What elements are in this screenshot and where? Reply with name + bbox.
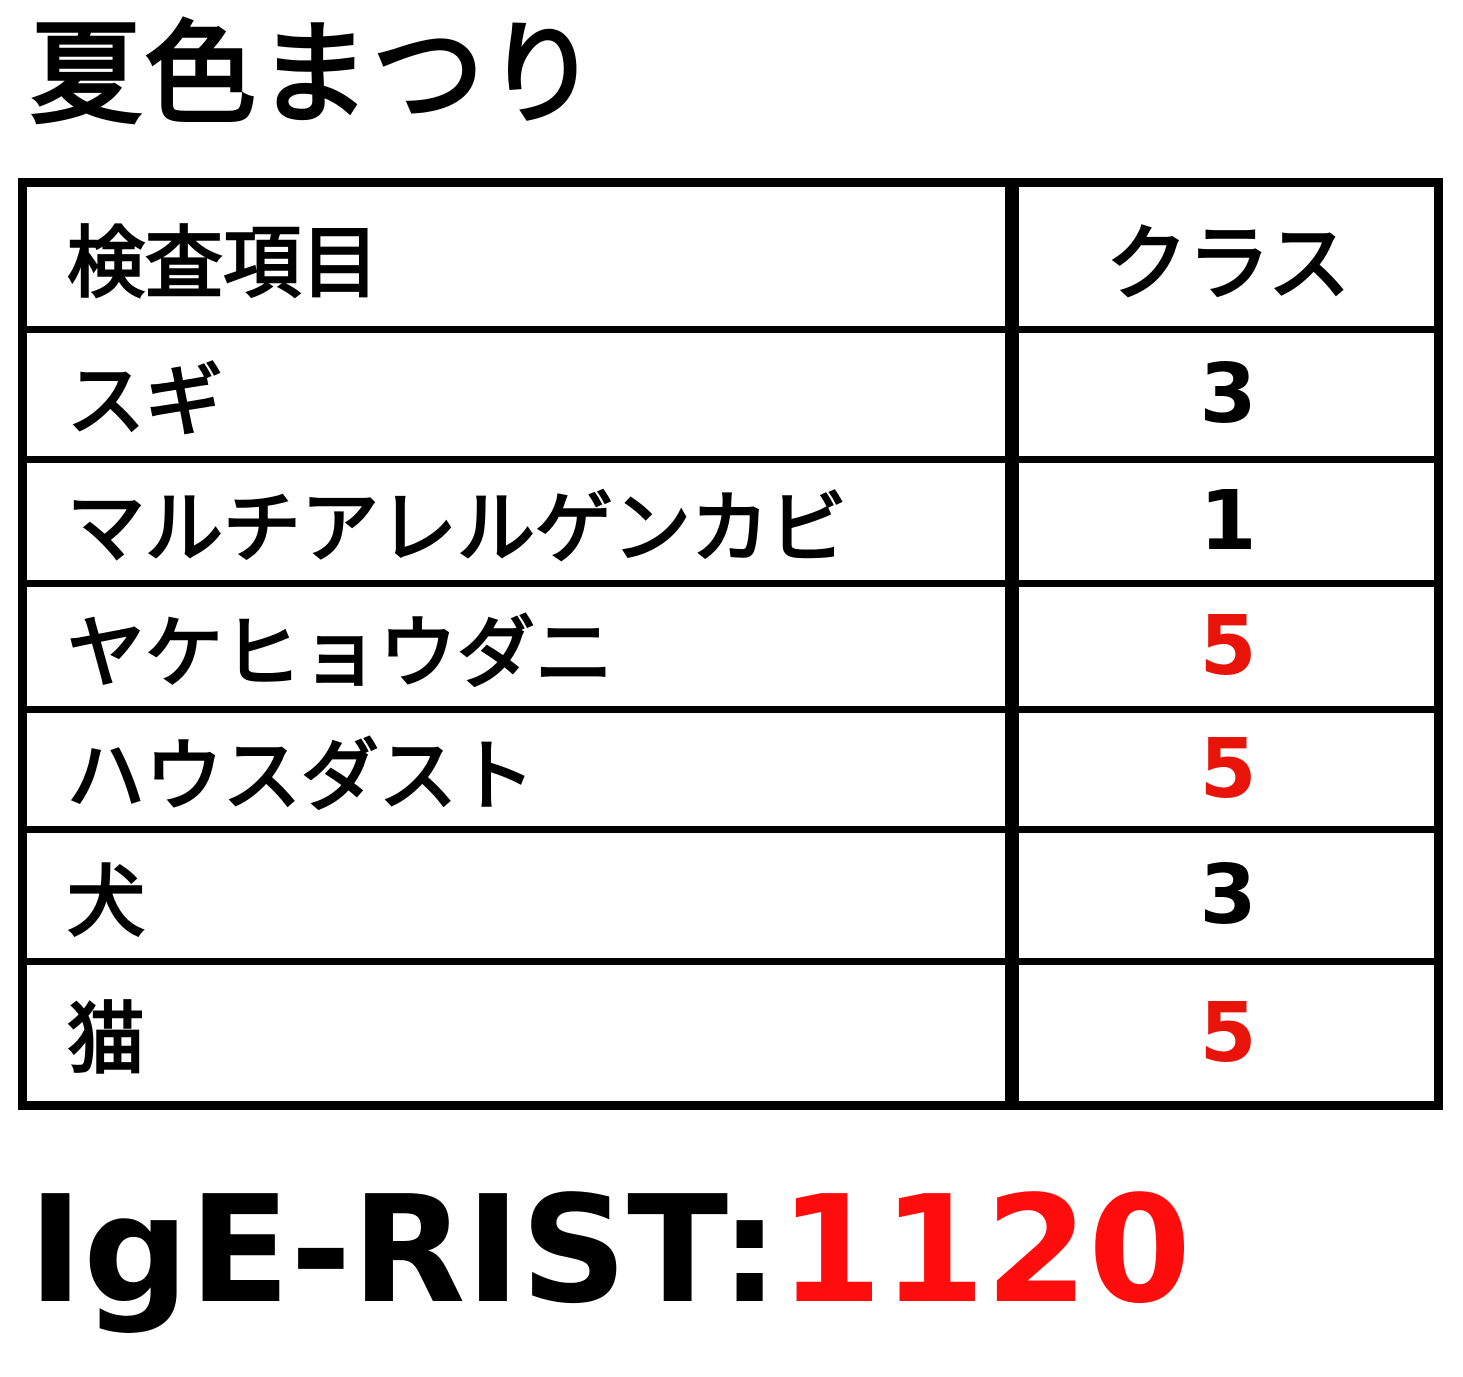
item-class: 1 [1199,474,1257,569]
page-title: 夏色まつり [30,10,600,140]
item-name: スギ [67,356,224,447]
table-row: ヤケヒョウダニ 5 [27,587,1434,713]
table-header-row: 検査項目 クラス [27,187,1434,333]
table-row: マルチアレルゲンカビ 1 [27,463,1434,587]
item-class: 3 [1199,347,1257,442]
table-row: 猫 5 [27,965,1434,1101]
table-row: ハウスダスト 5 [27,713,1434,833]
ige-rist-value: 1120 [779,1164,1192,1336]
table-row: 犬 3 [27,833,1434,965]
item-class: 5 [1199,599,1257,694]
header-class: クラス [1105,217,1351,312]
item-name: ハウスダスト [67,731,536,822]
allergy-test-table: 検査項目 クラス スギ 3 マルチアレルゲンカビ 1 ヤケヒョウダニ 5 ハウス… [18,178,1443,1110]
item-class: 5 [1199,722,1257,817]
item-name: 猫 [67,995,146,1085]
table-row: スギ 3 [27,333,1434,463]
column-divider [1005,187,1019,1101]
item-name: 犬 [67,857,146,948]
item-name: マルチアレルゲンカビ [67,483,848,574]
item-class: 5 [1199,985,1257,1081]
item-class: 3 [1199,848,1257,943]
header-item: 検査項目 [67,218,380,309]
item-name: ヤケヒョウダニ [67,608,614,699]
ige-rist-result: IgE-RIST:1120 [28,1160,1191,1340]
ige-rist-label: IgE-RIST: [28,1164,780,1336]
